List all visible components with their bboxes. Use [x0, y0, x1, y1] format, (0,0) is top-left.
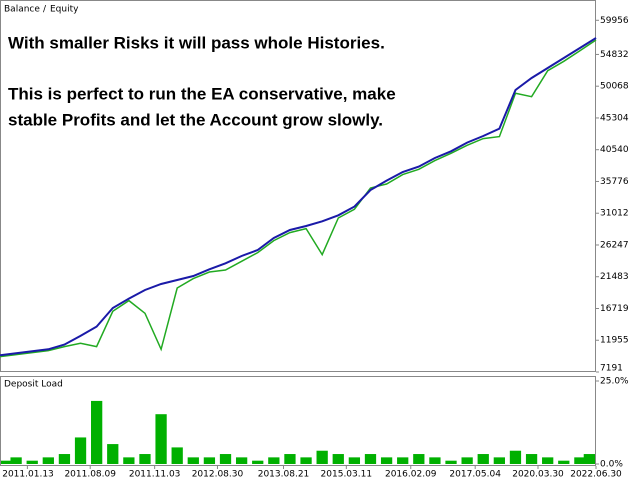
y-tick-label: 40540 [600, 145, 629, 155]
legend-equity: Equity [50, 5, 79, 15]
x-tick-label: 2013.08.21 [258, 470, 310, 480]
bar [542, 457, 554, 464]
x-tick-label: 2017.05.04 [449, 470, 501, 480]
bar [26, 460, 38, 464]
bar [58, 454, 71, 464]
y-tick-label: 59956 [600, 16, 629, 26]
bar [252, 460, 264, 464]
x-tick-label: 2016.02.09 [385, 470, 437, 480]
y-tick-label: 25.0% [600, 377, 629, 387]
main-panel [0, 0, 596, 372]
annotation: With smaller Risks it will pass whole Hi… [8, 33, 385, 52]
bar [413, 454, 425, 464]
bar [219, 454, 232, 464]
bar [332, 454, 344, 464]
bar [583, 454, 595, 464]
bar [123, 457, 135, 464]
y-tick-label: 7191 [600, 364, 623, 374]
x-tick-label: 2022.06.30 [570, 470, 622, 480]
bar [171, 447, 183, 464]
series-line [0, 39, 597, 358]
bar [316, 450, 328, 464]
y-tick-label: 21483 [600, 272, 629, 282]
bar [107, 444, 119, 464]
bar [509, 450, 522, 464]
load-title: Deposit Load [4, 380, 63, 390]
y-tick-label: 31012 [600, 209, 629, 219]
annotation: This is perfect to run the EA conservati… [8, 84, 396, 103]
y-tick-label: 35776 [600, 177, 629, 187]
bar [139, 454, 151, 464]
bar [348, 457, 361, 464]
bar [525, 454, 538, 464]
x-tick-label: 2015.03.11 [321, 470, 373, 480]
y-tick-label: 45304 [600, 113, 629, 123]
y-tick-label: 26247 [600, 240, 629, 250]
bar [300, 457, 312, 464]
y-tick-label: 16719 [600, 304, 629, 314]
bar [397, 457, 409, 464]
y-tick-label: 50068 [600, 82, 629, 92]
x-tick-label: 2011.11.03 [129, 470, 181, 480]
bar [493, 457, 505, 464]
bar [10, 457, 22, 464]
bar [364, 454, 377, 464]
bar [380, 457, 393, 464]
load-panel [0, 376, 596, 466]
annotation: stable Profits and let the Account grow … [8, 110, 383, 129]
bar [445, 460, 457, 464]
bar [574, 457, 586, 464]
bar [74, 437, 87, 464]
series-line [0, 37, 597, 357]
bar [91, 400, 103, 464]
bar [203, 457, 216, 464]
x-tick-label: 2020.03.30 [512, 470, 564, 480]
bar [284, 454, 296, 464]
x-tick-label: 2011.08.09 [64, 470, 116, 480]
bar [429, 457, 441, 464]
bar [155, 414, 167, 464]
legend-separator: / [43, 5, 47, 15]
bar [235, 457, 248, 464]
bar [1, 460, 13, 464]
bar [42, 457, 54, 464]
bar [187, 457, 199, 464]
x-tick-label: 2011.01.13 [2, 470, 54, 480]
y-tick-label: 54832 [600, 50, 629, 60]
bar [477, 454, 489, 464]
bar [558, 460, 570, 464]
bar [461, 457, 473, 464]
bar [268, 457, 280, 464]
x-tick-label: 2012.08.30 [192, 470, 244, 480]
y-tick-label: 0.0% [600, 460, 623, 470]
y-tick-label: 11955 [600, 336, 629, 346]
legend-balance: Balance [4, 5, 40, 15]
legend: Balance / Equity [4, 5, 79, 15]
